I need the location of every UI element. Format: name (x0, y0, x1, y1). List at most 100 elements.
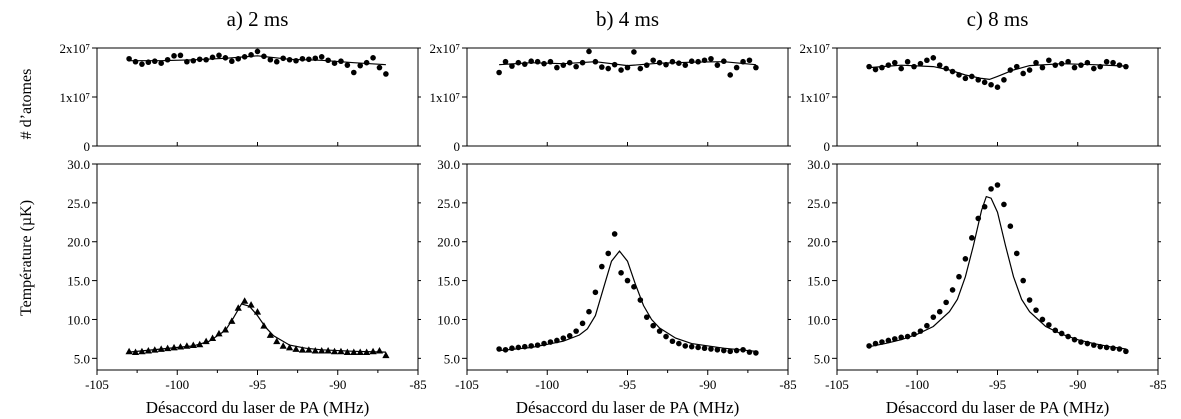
atoms-data-point (370, 55, 376, 61)
temperature-data-point (975, 215, 982, 222)
atoms-data-point (943, 65, 949, 72)
temperature-plot-frame (96, 163, 419, 371)
atoms-data-point (151, 58, 158, 65)
temperature-data-point (208, 334, 217, 342)
atoms-data-point (1116, 62, 1123, 68)
temperature-data-point (1001, 201, 1007, 208)
atoms-data-point (885, 62, 892, 68)
temperature-y-tick-label: 25.0 (437, 196, 460, 211)
temperature-data-point (131, 348, 140, 356)
temperature-data-point (164, 344, 172, 352)
temperature-data-point (337, 347, 345, 355)
atoms-data-point (1103, 58, 1110, 65)
atoms-data-point (994, 84, 1001, 90)
temperature-data-point (1052, 327, 1059, 334)
temperature-data-point (631, 284, 637, 290)
atoms-data-point (624, 64, 631, 71)
panel-1: a) 2 ms 0 1x10⁷ 2x10⁷ 5.0 10.0 15.0 20.0 25.0 30.… (59, 7, 426, 417)
temperature-data-point (981, 203, 988, 210)
atoms-data-point (643, 62, 650, 68)
atoms-data-point (898, 65, 904, 72)
temperature-data-point (1039, 316, 1046, 323)
temperature-y-tick-label: 30.0 (67, 157, 90, 172)
temperature-data-point (592, 289, 599, 296)
atoms-data-point (351, 69, 357, 76)
atoms-data-point (650, 57, 656, 64)
panels: a) 2 ms 0 1x10⁷ 2x10⁷ 5.0 10.0 15.0 20.0 25.0 30.… (59, 7, 1166, 417)
panel-2: b) 4 ms 0 1x10⁷ 2x10⁷ 5.0 10.0 15.0 20.0 25.0 30.… (429, 7, 796, 417)
temperature-data-point (891, 336, 898, 342)
atoms-data-point (248, 52, 254, 58)
atoms-data-point (293, 57, 299, 64)
atoms-data-point (586, 48, 592, 55)
temperature-data-point (911, 331, 917, 338)
atoms-data-point (611, 61, 618, 68)
temperature-data-point (369, 347, 377, 355)
atoms-data-point (879, 64, 885, 71)
temperature-data-point (1065, 333, 1071, 340)
temperature-data-point (994, 182, 1001, 188)
atoms-data-point (566, 59, 573, 66)
atoms-data-point (286, 56, 293, 63)
atoms-data-point (592, 58, 599, 65)
x-tick-label: -100 (165, 377, 189, 392)
temperature-data-point (1123, 348, 1129, 355)
atoms-data-point (363, 59, 370, 66)
temperature-data-point (521, 343, 528, 350)
atoms-data-point (981, 79, 988, 86)
temperature-data-point (541, 340, 547, 347)
atoms-y-tick-label: 1x10⁷ (59, 90, 90, 105)
atoms-y-tick-label: 0 (454, 139, 461, 154)
temperature-y-tick-label: 5.0 (444, 351, 460, 366)
atoms-data-point (669, 58, 676, 65)
temperature-data-point (298, 346, 307, 353)
temperature-y-tick-label: 25.0 (67, 196, 90, 211)
atoms-data-point (344, 62, 351, 68)
atoms-data-point (528, 58, 534, 65)
atoms-data-point (229, 58, 235, 65)
atoms-data-point (254, 48, 261, 55)
atoms-data-point (261, 53, 267, 60)
temperature-y-tick-label: 20.0 (807, 235, 830, 250)
atoms-data-point (521, 61, 528, 67)
atoms-data-point (682, 62, 689, 68)
temperature-data-point (221, 325, 229, 333)
atoms-data-point (573, 63, 579, 70)
atoms-data-point (988, 81, 994, 88)
temperature-data-point (988, 186, 994, 192)
atoms-data-point (969, 73, 975, 80)
atoms-data-point (376, 64, 383, 71)
atoms-data-point (312, 55, 319, 62)
temperature-data-point (676, 340, 682, 347)
temperature-y-tick-label: 5.0 (814, 351, 830, 366)
atoms-data-point (502, 58, 509, 65)
temperature-data-point (547, 339, 554, 345)
temperature-data-point (125, 347, 133, 355)
temperature-data-point (573, 328, 579, 334)
temperature-data-point (898, 334, 904, 341)
atoms-data-point (637, 65, 644, 72)
x-tick-label: -85 (779, 377, 796, 392)
temperature-data-point (917, 328, 924, 334)
temperature-data-point (496, 346, 502, 352)
atoms-data-point (534, 58, 541, 65)
x-tick-label: -90 (1069, 377, 1086, 392)
atoms-data-point (560, 62, 567, 68)
atoms-y-tick-label: 2x10⁷ (429, 41, 460, 56)
x-tick-label: -100 (905, 377, 929, 392)
atoms-data-point (599, 64, 605, 70)
temperature-data-point (579, 320, 586, 327)
atoms-data-point (746, 57, 753, 64)
temperature-data-point (273, 337, 281, 345)
atoms-data-point (357, 62, 364, 69)
x-axis-label: Désaccord du laser de PA (MHz) (516, 398, 740, 417)
temperature-y-tick-label: 25.0 (807, 196, 830, 211)
atoms-data-point (1001, 77, 1007, 83)
temperature-data-point (318, 346, 326, 354)
atoms-data-point (924, 57, 930, 64)
temperature-data-point (382, 351, 390, 359)
temperature-data-point (1007, 223, 1014, 229)
temperature-data-point (695, 344, 701, 351)
x-axis-label: Désaccord du laser de PA (MHz) (886, 398, 1110, 417)
temperature-data-point (586, 308, 592, 315)
